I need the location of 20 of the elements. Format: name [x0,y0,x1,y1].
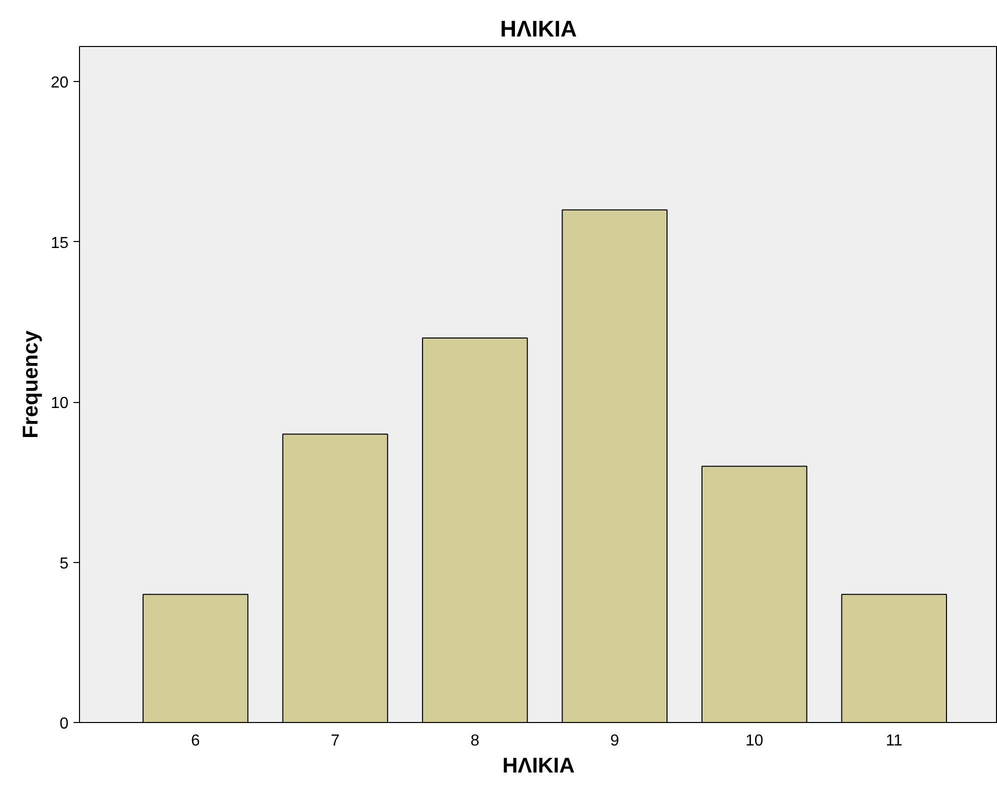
x-tick-label: 7 [330,732,340,750]
bar [841,594,947,722]
x-tick-label: 8 [470,732,480,750]
x-tick-label: 9 [610,732,620,750]
x-tick-label: 11 [886,732,903,750]
y-tick-label: 15 [50,234,69,252]
bar [282,434,388,722]
x-tick-label: 10 [745,732,764,750]
bar [562,209,668,722]
bar [701,466,808,722]
y-axis-title: Frequency [18,330,43,438]
y-tick-label: 5 [60,555,69,572]
bar [422,338,528,722]
y-tick-label: 0 [60,716,69,732]
x-axis-title: ΗΛΙΚΙΑ [502,754,575,778]
x-tick-label: 6 [191,732,200,750]
bar [142,594,248,722]
y-tick-label: 20 [50,74,69,92]
y-tick-label: 10 [50,395,69,412]
chart-title: ΗΛΙΚΙΑ [500,16,577,42]
